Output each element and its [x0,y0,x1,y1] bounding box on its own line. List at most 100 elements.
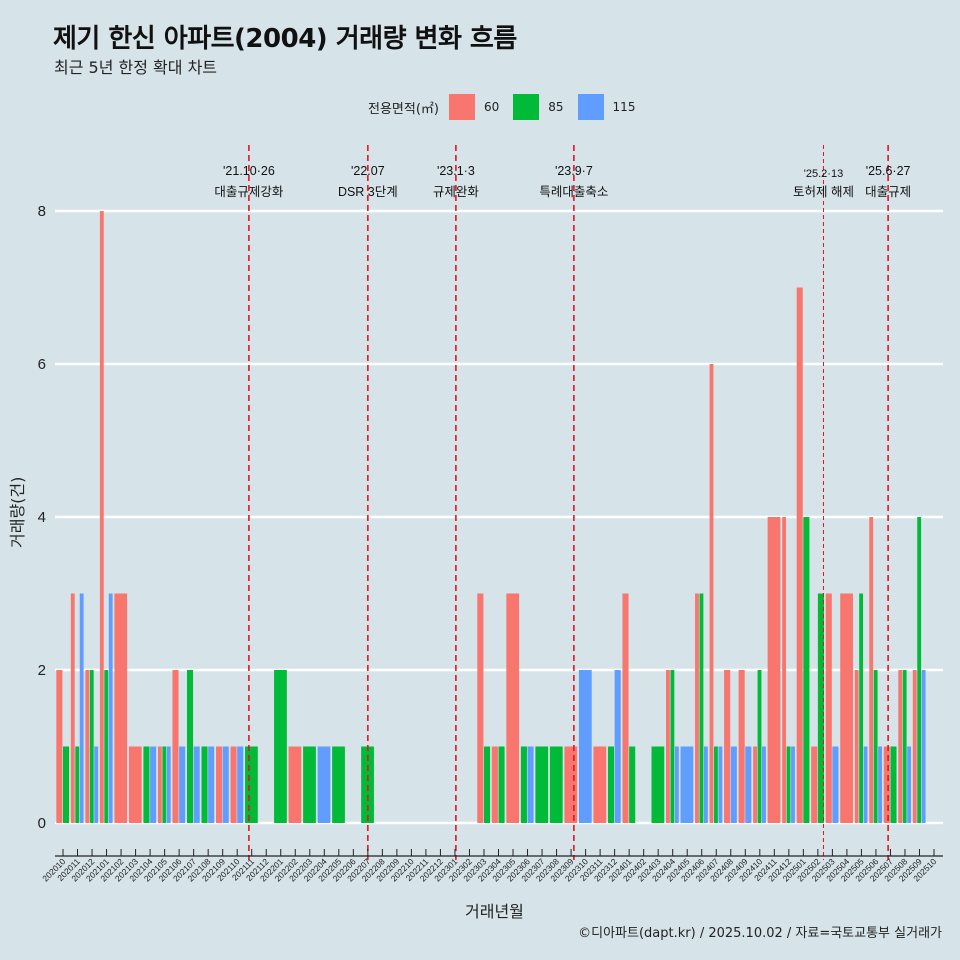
bar-202408-115 [730,746,737,823]
bar-202107-85 [186,670,194,823]
bar-202010-85 [63,746,70,823]
bar-202507-60 [883,746,890,823]
bar-202108-85 [201,746,208,823]
bar-202406-115 [703,746,708,823]
bar-202312-85 [607,746,615,823]
bar-202409-60 [738,670,745,823]
y-tick-label: 8 [38,203,46,220]
bar-202106-60 [172,670,179,823]
legend-swatch-60 [448,94,475,120]
bar-202501-85 [803,517,810,823]
bar-202309-60 [564,746,578,823]
bar-202412-60 [782,517,787,823]
bar-202403-85 [651,746,665,823]
bar-202111-85 [245,746,258,823]
bar-202204-115 [317,746,331,823]
bar-202303-60 [477,593,484,823]
annotation-date: '23.9·7 [555,164,593,178]
bar-202508-115 [907,746,912,823]
annotation-label: 특례대출축소 [539,185,608,199]
bar-202011-115 [79,593,84,823]
bar-202207-85 [361,746,374,823]
bar-202408-60 [724,670,731,823]
y-tick-label: 6 [38,356,46,373]
bar-202110-115 [237,746,244,823]
bar-202012-60 [85,670,90,823]
bar-202410-85 [757,670,762,823]
bar-202504-60 [840,593,853,823]
bar-202107-115 [193,746,200,823]
annotation-label: DSR 3단계 [338,185,398,199]
annotation-label: 토허제 해제 [793,185,854,199]
bar-202505-85 [859,593,864,823]
bar-202503-115 [832,746,839,823]
grid-lines [55,209,943,825]
bar-202105-115 [166,746,171,823]
y-axis: 0 2 4 6 8 [38,203,46,832]
annotation-date: '23.1·3 [437,164,475,178]
bar-202501-60 [796,287,803,823]
bar-202502-60 [811,746,818,823]
bar-202011-85 [75,746,80,823]
bar-202205-85 [332,746,345,823]
annotation-label: 대출규제강화 [214,185,284,199]
y-tick-label: 4 [38,509,46,526]
legend-label-60: 60 [483,100,500,114]
bar-202506-115 [878,746,883,823]
bar-202105-60 [157,746,162,823]
bar-202404-60 [666,670,670,823]
legend-label-115: 115 [612,100,636,114]
bar-202401-85 [629,746,636,823]
bar-202304-60 [491,746,498,823]
legend-swatch-85 [513,94,540,120]
bar-202407-115 [718,746,723,823]
bar-202412-85 [786,746,791,823]
bar-202505-60 [854,670,859,823]
bar-202406-85 [699,593,704,823]
bar-202101-60 [99,211,104,823]
bar-202109-60 [216,746,223,823]
bar-202404-115 [674,746,679,823]
bar-202108-115 [208,746,215,823]
bar-202411-60 [767,517,781,823]
annotation-label-group: '21.10·26 대출규제강화 [214,164,284,199]
bar-202409-115 [745,746,752,823]
bar-202110-60 [230,746,237,823]
bar-202104-85 [143,746,150,823]
bar-202311-60 [593,746,607,823]
annotation-date: '22.07 [351,164,385,178]
legend-title: 전용면적(㎡) [368,101,439,117]
bar-202011-60 [70,593,75,823]
bar-202502-85 [817,593,824,823]
bar-202508-60 [898,670,903,823]
bar-202106-115 [179,746,186,823]
caption: ©디아파트(dapt.kr) / 2025.10.02 / 자료=국토교통부 실… [578,926,942,941]
bar-202306-115 [527,746,534,823]
bar-202506-60 [869,517,874,823]
annotation-label: 규제완화 [433,185,480,199]
legend-label-85: 85 [548,100,564,114]
bar-202201-85 [274,670,287,823]
bar-202506-85 [873,670,878,823]
bar-202509-85 [917,517,922,823]
bar-202101-85 [104,670,109,823]
annotation-date: '25.2·13 [804,168,843,180]
y-tick-label: 2 [38,662,46,679]
bar-202509-60 [912,670,917,823]
bar-202310-115 [578,670,592,823]
bar-202407-85 [714,746,718,823]
bar-202202-60 [288,746,302,823]
bar-202508-85 [902,670,907,823]
bar-202303-85 [483,746,491,823]
bar-202103-60 [128,746,142,823]
x-axis-label: 거래년월 [465,902,524,921]
bar-202505-115 [863,746,868,823]
bar-202404-85 [670,670,675,823]
bar-202407-60 [709,364,714,823]
bar-202412-115 [791,746,795,823]
annotation-label-group: '25.6·27 대출규제 [865,164,911,199]
bar-202308-85 [549,746,563,823]
bar-202307-85 [535,746,549,823]
bar-202012-85 [89,670,94,823]
